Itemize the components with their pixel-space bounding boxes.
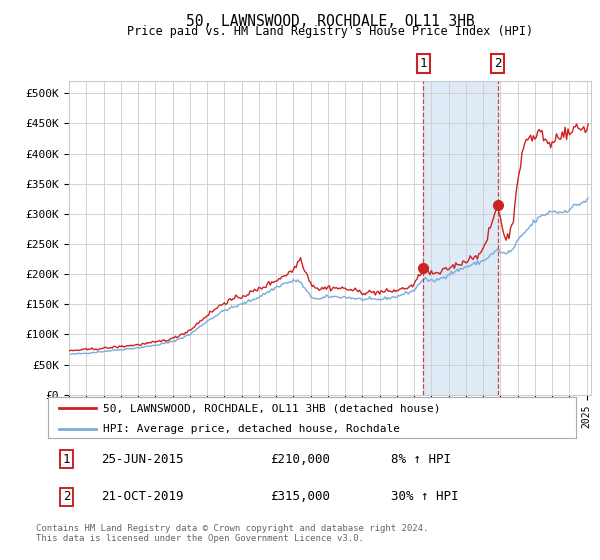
Text: 1: 1 [420,57,427,70]
Text: 50, LAWNSWOOD, ROCHDALE, OL11 3HB (detached house): 50, LAWNSWOOD, ROCHDALE, OL11 3HB (detac… [103,403,441,413]
Text: £315,000: £315,000 [270,491,330,503]
Text: Contains HM Land Registry data © Crown copyright and database right 2024.
This d: Contains HM Land Registry data © Crown c… [36,524,428,543]
Text: 1: 1 [63,452,70,465]
Text: 25-JUN-2015: 25-JUN-2015 [101,452,184,465]
Text: 2: 2 [494,57,501,70]
Text: HPI: Average price, detached house, Rochdale: HPI: Average price, detached house, Roch… [103,424,400,434]
Text: Price paid vs. HM Land Registry's House Price Index (HPI): Price paid vs. HM Land Registry's House … [127,25,533,38]
Bar [424,81,497,395]
Text: 50, LAWNSWOOD, ROCHDALE, OL11 3HB: 50, LAWNSWOOD, ROCHDALE, OL11 3HB [185,14,475,29]
Text: 21-OCT-2019: 21-OCT-2019 [101,491,184,503]
Text: £210,000: £210,000 [270,452,330,465]
Text: 30% ↑ HPI: 30% ↑ HPI [391,491,459,503]
Text: 8% ↑ HPI: 8% ↑ HPI [391,452,451,465]
Text: 2: 2 [63,491,70,503]
